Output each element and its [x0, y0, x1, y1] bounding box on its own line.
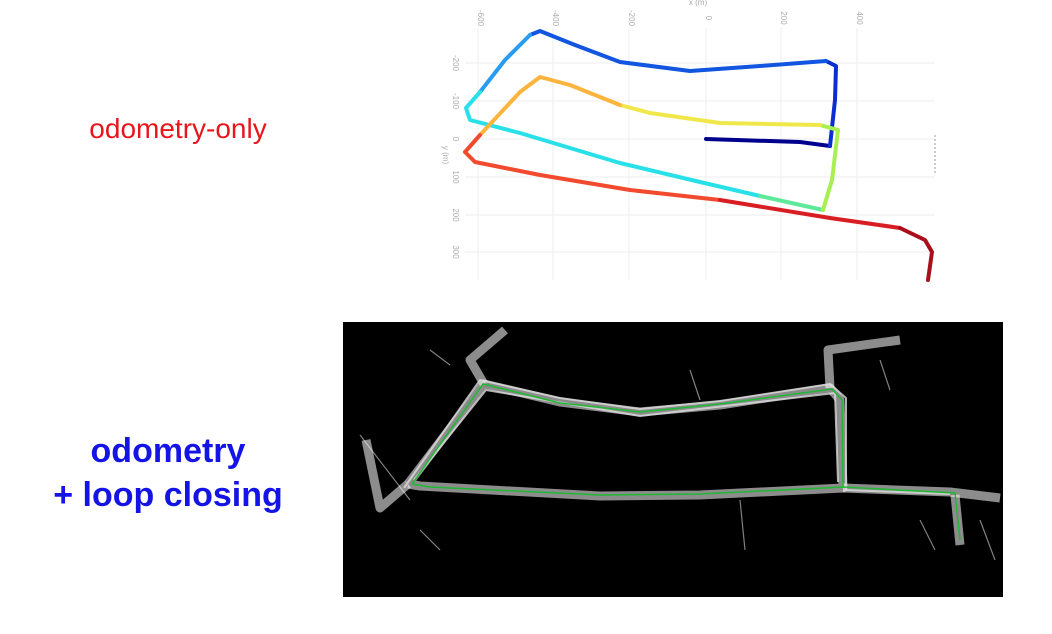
trajectory-segment	[478, 33, 532, 94]
road	[823, 335, 901, 389]
y-tick-label: 300	[451, 245, 460, 259]
optimized-trajectory	[411, 383, 844, 496]
map-speck	[879, 359, 891, 391]
map-speck	[429, 349, 451, 366]
loop-closing-label: odometry	[91, 432, 246, 470]
x-tick-label: -400	[551, 10, 560, 27]
trajectory-segment	[898, 226, 934, 282]
y-tick-label: 100	[451, 170, 460, 184]
x-tick-label: -600	[476, 10, 485, 27]
x-tick-label: 400	[855, 11, 864, 25]
loop-closing-label: + loop closing	[53, 476, 283, 514]
trajectory-segment	[478, 75, 622, 137]
map-speck	[419, 529, 441, 551]
map-speck	[359, 434, 411, 501]
trajectory-segment	[818, 123, 840, 212]
optimized-trajectory	[842, 486, 961, 541]
trajectory-segment	[528, 29, 828, 73]
x-axis-label: x (m)	[689, 0, 708, 7]
road	[465, 326, 508, 387]
trajectory-segment	[463, 133, 722, 202]
trajectory-segment	[758, 194, 825, 212]
x-tick-label: 200	[779, 11, 788, 25]
map-speck	[689, 369, 701, 401]
trajectory-segment	[718, 198, 902, 230]
odometry-only-label: odometry-only	[89, 113, 266, 144]
road-edge	[413, 389, 839, 483]
road-edge	[403, 379, 951, 495]
y-axis-label: y (m)	[441, 146, 450, 165]
plot-area	[465, 28, 935, 280]
map-speck	[739, 499, 746, 551]
trajectory-segment	[704, 137, 832, 148]
trajectory-segment	[824, 59, 838, 148]
odometry-plot: x (m) -600 -400 -200 0 200 400 y (m) -20…	[441, 0, 936, 282]
map-speck	[979, 519, 996, 561]
y-tick-label: -100	[451, 93, 460, 110]
y-tick-label: 0	[451, 137, 460, 142]
road	[361, 439, 411, 513]
trajectory-segment	[464, 90, 762, 198]
map-speck	[919, 519, 936, 551]
y-tick-label: 200	[451, 208, 460, 222]
trajectory-segment	[618, 103, 822, 127]
map-image	[343, 322, 1003, 597]
loop-closing-map	[343, 322, 1003, 597]
x-tick-label: -200	[627, 10, 636, 27]
x-tick-label: 0	[704, 16, 713, 21]
y-tick-label: -200	[451, 55, 460, 72]
